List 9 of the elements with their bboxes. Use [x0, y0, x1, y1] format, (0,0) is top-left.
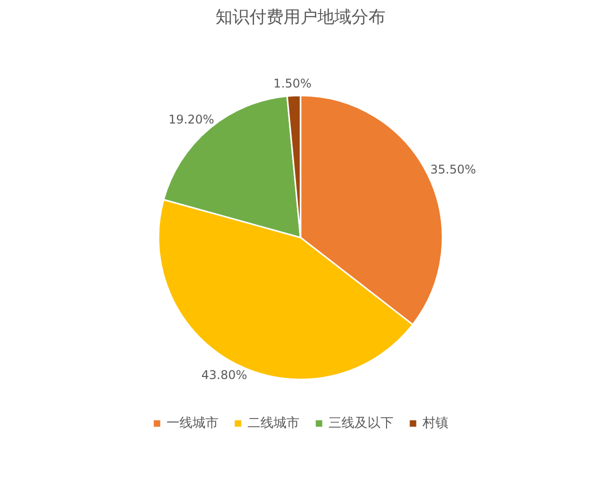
legend-label: 一线城市	[166, 415, 218, 432]
data-label: 35.50%	[430, 162, 476, 177]
legend-label: 二线城市	[248, 415, 300, 432]
data-label: 43.80%	[201, 368, 248, 382]
legend-label: 三线及以下	[328, 415, 394, 432]
data-label: 1.50%	[273, 76, 312, 91]
legend-label: 村镇	[422, 415, 448, 432]
chart-title: 知识付费用户地域分布	[216, 8, 386, 28]
data-label: 19.20%	[168, 112, 214, 126]
